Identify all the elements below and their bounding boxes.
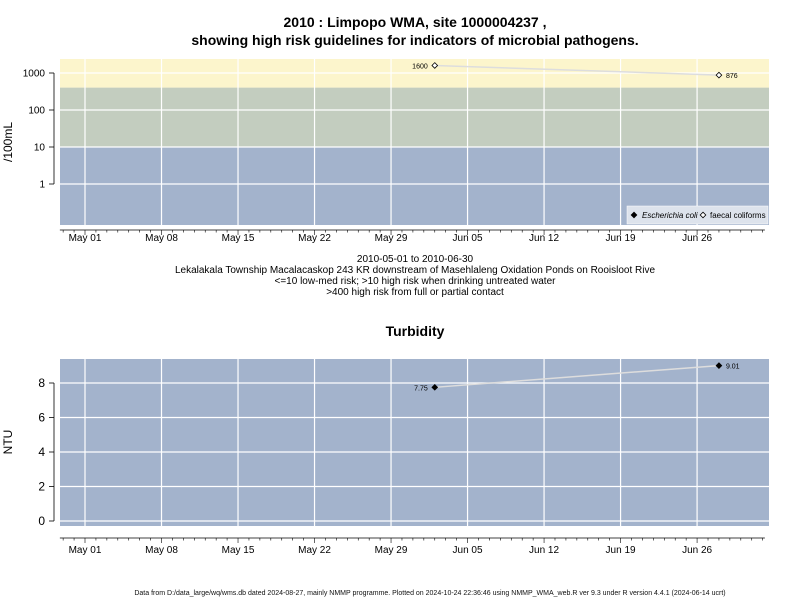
microbial-y-tick-label: 1: [39, 180, 45, 191]
chart-title-line-2: showing high risk guidelines for indicat…: [191, 32, 639, 48]
legend-label-ecoli: Escherichia coli: [642, 211, 698, 220]
legend: Escherichia coli faecal coliforms: [626, 205, 769, 225]
microbial-chart: 1 10 100 1000/100mL May 01 May 08 May 15 May 22…: [1, 59, 769, 244]
risk-note-contact: >400 high risk from full or partial cont…: [326, 287, 504, 298]
legend-box: [626, 205, 769, 225]
turbidity-x-tick-label: May 08: [145, 545, 178, 556]
turbidity-data-point: [431, 383, 439, 391]
turbidity-data-label: 7.75: [414, 385, 428, 392]
site-description-caption: Lekalakala Township Macalacaskop 243 KR …: [174, 265, 656, 276]
footer-note: Data from D:/data_large/wq/wms.db dated …: [134, 590, 726, 597]
legend-label-faecal: faecal coliforms: [710, 211, 766, 220]
turbidity-data-point: [715, 362, 723, 369]
legend-marker-faecal: [699, 211, 707, 219]
date-range-caption: 2010-05-01 to 2010-06-30: [356, 254, 474, 265]
turbidity-data-label: 9.01: [726, 364, 740, 371]
data-label: 1600: [412, 63, 428, 70]
microbial-y-tick-label: 100: [28, 106, 45, 117]
turbidity-line: [434, 364, 719, 389]
microbial-y-tick-label: 10: [34, 143, 46, 154]
turbidity-y-axis-label: NTU: [1, 430, 15, 455]
microbial-x-tick-label: May 29: [375, 233, 408, 244]
turbidity-y-tick-label: 2: [38, 480, 45, 494]
data-point: [715, 71, 723, 79]
microbial-x-tick-label: May 08: [145, 233, 178, 244]
turbidity-x-tick-label: May 15: [222, 545, 255, 556]
data-point: [431, 62, 439, 69]
microbial-y-tick-label: 1000: [23, 69, 46, 80]
risk-note-drinking: <=10 low-med risk; >10 high risk when dr…: [274, 276, 556, 287]
faecal-coliforms-line: [434, 64, 719, 76]
microbial-x-tick-label: May 15: [222, 233, 255, 244]
turbidity-y-tick-label: 0: [38, 514, 45, 528]
legend-marker-ecoli: [630, 211, 638, 219]
microbial-x-tick-label: Jun 05: [453, 233, 483, 244]
turbidity-x-tick-label: May 22: [298, 545, 331, 556]
turbidity-title: Turbidity: [385, 323, 445, 339]
microbial-x-tick-label: Jun 26: [682, 233, 712, 244]
data-label: 876: [726, 73, 738, 80]
turbidity-x-tick-label: May 01: [69, 545, 102, 556]
turbidity-plot-area: [60, 359, 769, 526]
turbidity-x-tick-label: Jun 05: [453, 545, 483, 556]
turbidity-y-tick-label: 4: [38, 445, 45, 459]
risk-band-1: [60, 87, 769, 147]
turbidity-y-tick-label: 8: [38, 376, 45, 390]
microbial-x-tick-label: May 01: [69, 233, 102, 244]
turbidity-x-tick-label: Jun 26: [682, 545, 712, 556]
turbidity-x-tick-label: Jun 19: [606, 545, 636, 556]
microbial-x-tick-label: Jun 19: [606, 233, 636, 244]
microbial-x-tick-label: Jun 12: [529, 233, 559, 244]
microbial-x-tick-label: May 22: [298, 233, 331, 244]
chart-title-line-1: 2010 : Limpopo WMA, site 1000004237 ,: [283, 14, 547, 30]
turbidity-y-tick-label: 6: [38, 411, 45, 425]
turbidity-x-tick-label: Jun 12: [529, 545, 559, 556]
microbial-y-axis-label: /100mL: [1, 122, 15, 162]
turbidity-x-tick-label: May 29: [375, 545, 408, 556]
